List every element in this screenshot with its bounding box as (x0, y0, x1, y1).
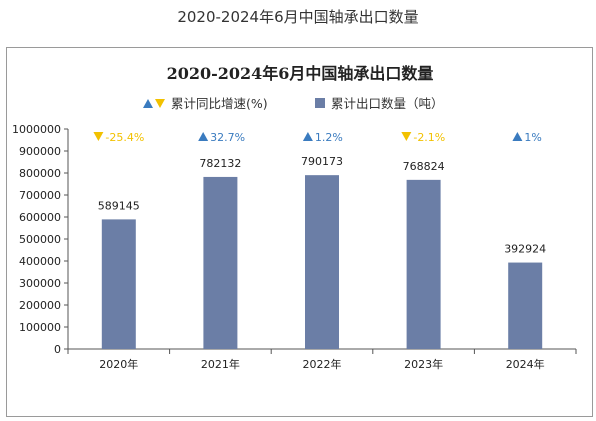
y-tick-label: 200000 (19, 299, 61, 312)
x-tick-label: 2021年 (201, 357, 240, 371)
bar (101, 219, 136, 349)
bar (203, 176, 238, 349)
y-tick-label: 800000 (19, 167, 61, 180)
yoy-value-label: 1.2% (315, 131, 343, 144)
yoy-down-triangle-icon (401, 132, 412, 141)
yoy-markers: -25.4% 32.7% 1.2% -2.1% 1% (93, 131, 542, 144)
x-tick-label: 2022年 (303, 357, 342, 371)
yoy-up-triangle-icon (512, 132, 523, 141)
legend-yoy-label: 累计同比增速(%) (171, 96, 268, 111)
bar-value-label: 790173 (301, 155, 343, 168)
legend-bar-label: 累计出口数量（吨） (331, 96, 444, 111)
y-tick-label: 300000 (19, 277, 61, 290)
x-tick-label: 2023年 (404, 357, 443, 371)
x-tick-label: 2020年 (99, 357, 138, 371)
bar (305, 175, 339, 349)
y-tick-label: 500000 (19, 233, 61, 246)
legend-up-triangle-icon (143, 99, 153, 108)
yoy-value-label: 32.7% (210, 131, 245, 144)
y-tick-label: 1000000 (12, 123, 61, 136)
yoy-value-label: -25.4% (105, 131, 144, 144)
yoy-up-triangle-icon (302, 132, 313, 141)
bars (101, 175, 543, 349)
data-labels: 589145 782132 790173 768824 392924 (98, 155, 546, 255)
x-axis: 2020年 2021年 2022年 2023年 2024年 (67, 348, 577, 371)
legend-bar-swatch (315, 98, 325, 108)
bar (406, 179, 441, 349)
y-tick-label: 600000 (19, 211, 61, 224)
bar-value-label: 589145 (98, 199, 140, 212)
y-tick-label: 100000 (19, 321, 61, 334)
yoy-down-triangle-icon (93, 132, 104, 141)
bar-value-label: 768824 (403, 160, 445, 173)
y-tick-label: 700000 (19, 189, 61, 202)
legend: 累计同比增速(%) 累计出口数量（吨） (143, 96, 444, 111)
yoy-value-label: -2.1% (413, 131, 445, 144)
yoy-value-label: 1% (524, 131, 541, 144)
legend-down-triangle-icon (155, 99, 165, 108)
y-tick-label: 0 (54, 343, 61, 356)
y-tick-label: 400000 (19, 255, 61, 268)
bar-value-label: 782132 (199, 157, 241, 170)
y-axis: 0 100000 200000 300000 400000 500000 600000 700… (12, 123, 69, 356)
bar-value-label: 392924 (504, 243, 546, 256)
yoy-up-triangle-icon (198, 132, 209, 141)
bar (508, 262, 543, 349)
page-title: 2020-2024年6月中国轴承出口数量 (177, 8, 419, 26)
x-tick-label: 2024年 (506, 357, 545, 371)
chart-title: 2020-2024年6月中国轴承出口数量 (167, 64, 434, 83)
y-tick-label: 900000 (19, 145, 61, 158)
